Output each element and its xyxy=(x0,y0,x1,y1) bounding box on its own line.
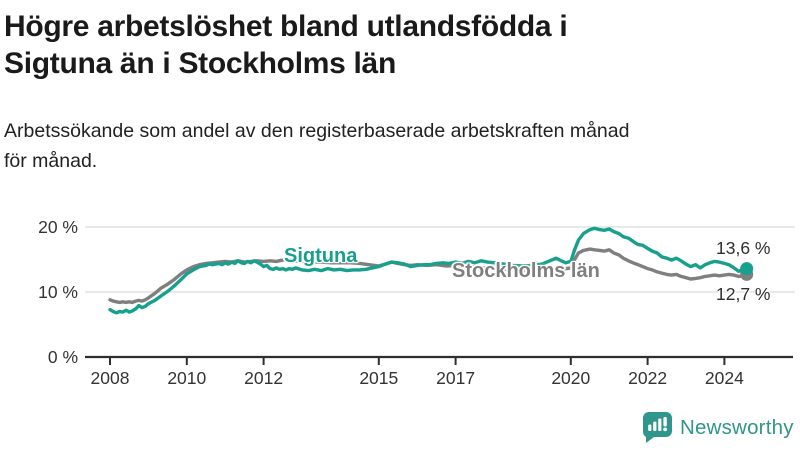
chart-subtitle-line-2: för månad. xyxy=(4,150,98,172)
y-tick-label: 10 % xyxy=(38,282,78,302)
x-tick-label: 2024 xyxy=(705,368,744,388)
x-tick-label: 2017 xyxy=(436,368,475,388)
x-tick-label: 2008 xyxy=(91,368,130,388)
page-title: Högre arbetslöshet bland utlandsfödda i … xyxy=(4,8,568,82)
end-value-label-sigtuna: 13,6 % xyxy=(716,238,771,258)
x-tick-label: 2015 xyxy=(359,368,398,388)
y-tick-label: 20 % xyxy=(38,217,78,237)
y-tick-label: 0 % xyxy=(48,347,78,367)
x-tick-label: 2022 xyxy=(628,368,667,388)
series-label-sigtuna: Sigtuna xyxy=(284,245,358,267)
newsworthy-logo-text: Newsworthy xyxy=(680,415,794,439)
sigtuna-line xyxy=(108,226,749,315)
newsworthy-logo-icon xyxy=(643,412,672,443)
series-label-stockholms-lan: Stockholms län xyxy=(452,260,600,282)
newsworthy-logo: Newsworthy xyxy=(643,412,794,443)
stockholms-lan-line xyxy=(108,247,749,305)
page-title-line-1: Högre arbetslöshet bland utlandsfödda i xyxy=(4,10,568,43)
chart-subtitle-line-1: Arbetssökande som andel av den registerb… xyxy=(4,120,630,142)
x-tick-label: 2010 xyxy=(167,368,206,388)
page-title-line-2: Sigtuna än i Stockholms län xyxy=(4,47,396,80)
end-value-label-stockholms-lan: 12,7 % xyxy=(716,284,771,304)
x-tick-label: 2020 xyxy=(551,368,590,388)
logo-bars-and-exclamation xyxy=(648,417,667,432)
sigtuna-end-dot xyxy=(740,262,754,276)
x-tick-label: 2012 xyxy=(244,368,283,388)
chart-subtitle: Arbetssökande som andel av den registerb… xyxy=(4,116,629,176)
